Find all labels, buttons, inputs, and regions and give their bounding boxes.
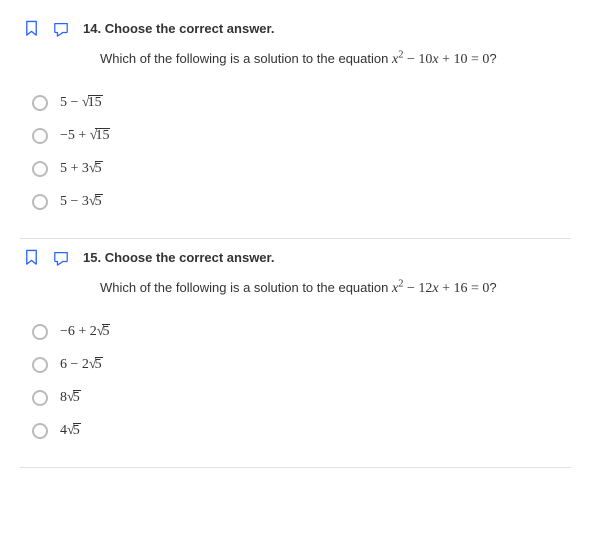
question: 15. Choose the correct answer. Which of t… — [20, 239, 571, 468]
radio-icon[interactable] — [32, 161, 48, 177]
answer-option[interactable]: 6 − 2√5 — [32, 348, 571, 381]
option-label: 5 + 3√5 — [60, 160, 103, 177]
question-title: 15. Choose the correct answer. — [83, 250, 274, 265]
answer-option[interactable]: 5 − √15 — [32, 86, 571, 119]
option-label: 6 − 2√5 — [60, 356, 103, 373]
option-label: 5 − 3√5 — [60, 193, 103, 210]
radio-icon[interactable] — [32, 194, 48, 210]
radio-icon[interactable] — [32, 357, 48, 373]
bookmark-icon[interactable] — [24, 20, 39, 37]
question-header: 15. Choose the correct answer. — [20, 249, 571, 266]
radio-icon[interactable] — [32, 423, 48, 439]
note-icon[interactable] — [53, 21, 69, 37]
option-label: −6 + 2√5 — [60, 323, 110, 340]
option-label: −5 + √15 — [60, 127, 110, 144]
answer-option[interactable]: 8√5 — [32, 381, 571, 414]
question-prompt: Which of the following is a solution to … — [100, 51, 571, 68]
radio-icon[interactable] — [32, 95, 48, 111]
note-icon[interactable] — [53, 250, 69, 266]
question-header: 14. Choose the correct answer. — [20, 20, 571, 37]
question-title: 14. Choose the correct answer. — [83, 21, 274, 36]
answer-option[interactable]: 5 − 3√5 — [32, 185, 571, 218]
question: 14. Choose the correct answer. Which of t… — [20, 10, 571, 239]
options-group: 5 − √15 −5 + √15 5 + 3√5 5 − 3√5 — [32, 86, 571, 218]
option-label: 8√5 — [60, 389, 81, 406]
options-group: −6 + 2√5 6 − 2√5 8√5 4√5 — [32, 315, 571, 447]
radio-icon[interactable] — [32, 128, 48, 144]
answer-option[interactable]: −6 + 2√5 — [32, 315, 571, 348]
bookmark-icon[interactable] — [24, 249, 39, 266]
answer-option[interactable]: −5 + √15 — [32, 119, 571, 152]
option-label: 5 − √15 — [60, 94, 103, 111]
question-prompt: Which of the following is a solution to … — [100, 280, 571, 297]
answer-option[interactable]: 5 + 3√5 — [32, 152, 571, 185]
answer-option[interactable]: 4√5 — [32, 414, 571, 447]
radio-icon[interactable] — [32, 324, 48, 340]
option-label: 4√5 — [60, 422, 81, 439]
radio-icon[interactable] — [32, 390, 48, 406]
